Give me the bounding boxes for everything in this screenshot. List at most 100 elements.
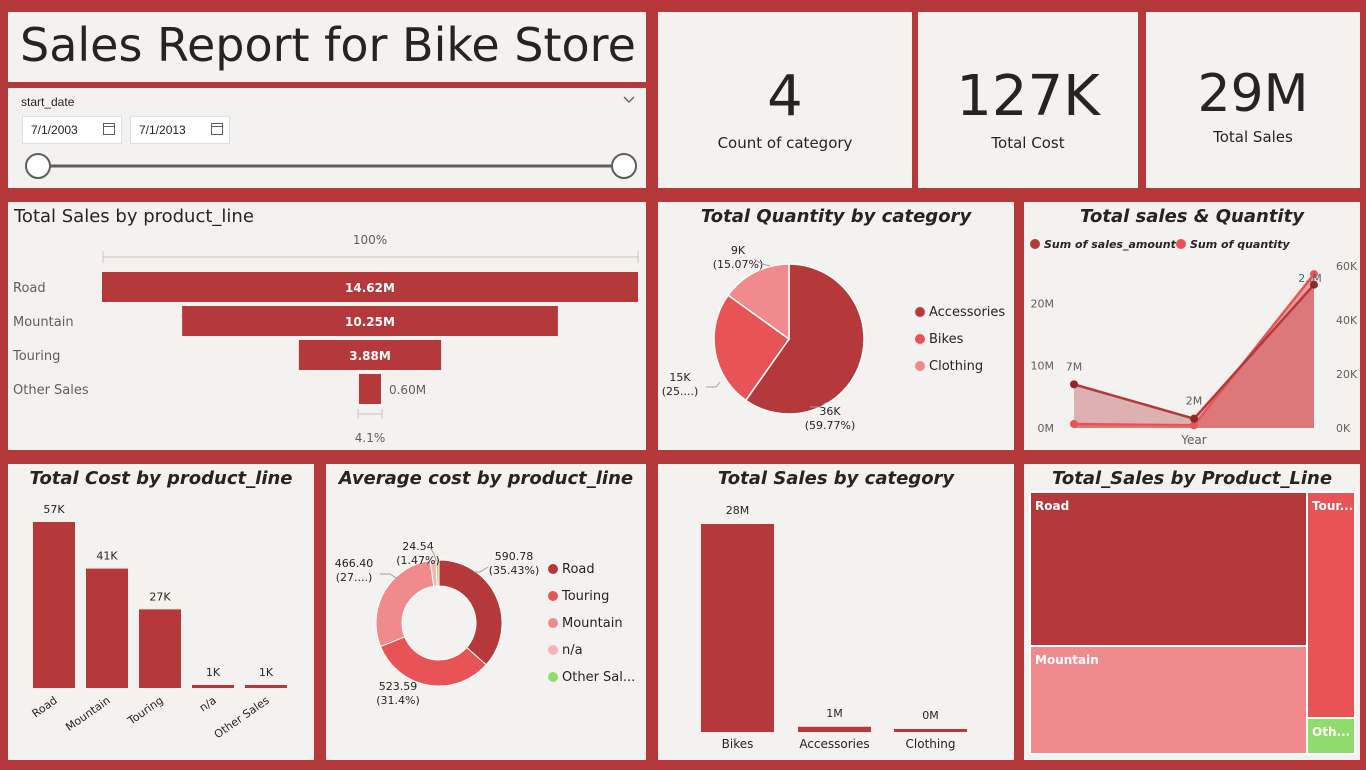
cost-bar-panel: Total Cost by product_line 57K Road 41K Mou… <box>8 464 314 760</box>
funnel-bar <box>359 374 381 404</box>
legend-item[interactable]: Mountain <box>548 616 623 631</box>
treemap-label: Road <box>1035 499 1069 513</box>
chevron-down-icon[interactable] <box>623 96 635 104</box>
treemap-label: Mountain <box>1035 653 1099 667</box>
funnel-category-label: Mountain <box>13 315 74 330</box>
legend-dot <box>915 334 925 344</box>
slider-handle-end <box>611 153 637 179</box>
donut-data-label: 466.40 (27....) <box>335 557 374 584</box>
chart-title: Total Sales by product_line <box>14 206 254 227</box>
pie-data-label: 9K (15.07%) <box>713 244 764 271</box>
cost-data-label: 1K <box>259 666 274 679</box>
funnel-bar <box>102 272 638 302</box>
funnel-category-label: Other Sales <box>13 383 89 398</box>
cost-category-label: Other Sales <box>212 694 272 742</box>
cost-category-label: Mountain <box>63 694 112 734</box>
funnel-bar <box>182 306 558 336</box>
legend-label: Mountain <box>562 616 623 631</box>
legend-item[interactable]: n/a <box>548 643 583 658</box>
kpi-total-sales: 29M Total Sales <box>1146 12 1360 188</box>
page-title: Sales Report for Bike Store <box>20 18 636 72</box>
end-date-input[interactable]: 7/1/2013 <box>130 116 230 144</box>
cost-data-label: 27K <box>149 590 171 603</box>
sales-point-label: 2..M <box>1298 272 1321 285</box>
treemap-label: Oth... <box>1312 725 1350 739</box>
legend-dot <box>548 591 558 601</box>
cost-data-label: 41K <box>96 550 118 563</box>
cost-category-label: n/a <box>197 694 219 715</box>
legend-item[interactable]: Other Sal... <box>548 670 635 685</box>
sales-area <box>1074 284 1314 428</box>
kpi-value: 4 <box>767 64 803 129</box>
funnel-data-label: 14.62M <box>345 281 395 295</box>
y-right-tick: 0K <box>1336 422 1351 435</box>
legend-label: n/a <box>562 643 583 658</box>
legend-dot <box>548 618 558 628</box>
category-data-label: 28M <box>726 504 750 517</box>
legend-item[interactable]: Road <box>548 562 595 577</box>
funnel-bar <box>298 340 442 370</box>
cost-bar <box>139 609 181 688</box>
pie-data-label: 15K (25....) <box>662 371 699 398</box>
donut-slice <box>435 559 440 587</box>
legend-item[interactable]: Bikes <box>915 332 963 347</box>
category-bar <box>701 524 774 732</box>
category-bar <box>894 729 967 732</box>
chart-title: Total Cost by product_line <box>29 468 293 489</box>
treemap-tile <box>1306 491 1356 719</box>
title-panel: Sales Report for Bike Store <box>8 12 646 82</box>
chart-title: Total_Sales by Product_Line <box>1051 468 1333 489</box>
cost-bar <box>86 568 128 688</box>
chart-title: Total Quantity by category <box>700 206 972 227</box>
slider-handle-start <box>25 153 51 179</box>
donut-leader-line <box>429 546 437 562</box>
sales-qty-panel: Total sales & Quantity Sum of sales_amou… <box>1024 202 1360 450</box>
legend-dot <box>1176 239 1186 249</box>
treemap-tile <box>1306 717 1356 755</box>
legend-dot <box>1030 239 1040 249</box>
start-date-input[interactable]: 7/1/2003 <box>22 116 122 144</box>
treemap-chart: Road Mountain Tour... Oth... <box>1029 491 1356 755</box>
treemap-tile <box>1029 645 1308 755</box>
quantity-point <box>1310 270 1318 279</box>
legend-label: Touring <box>562 589 610 604</box>
sales-quantity-chart: 7M 2M 2..M 0M 10M 20M 0K 20K 40K 60K Year <box>1031 260 1358 447</box>
legend-dot <box>548 564 558 574</box>
sales-cat-panel: Total Sales by category 28M Bikes 1M Access… <box>658 464 1014 760</box>
legend-item[interactable]: Clothing <box>915 359 983 374</box>
pie-slice <box>744 263 865 415</box>
date-slicer[interactable]: start_date 7/1/2003 7/1/2013 <box>8 88 646 188</box>
sales-point-label: 7M <box>1066 360 1083 373</box>
calendar-icon[interactable] <box>103 123 115 135</box>
funnel-panel: Total Sales by product_line 100% Road 14.6… <box>8 202 646 450</box>
funnel-category-label: Road <box>13 281 46 296</box>
legend-item-sales[interactable]: Sum of sales_amount <box>1030 238 1176 251</box>
category-data-label: 1M <box>826 707 843 720</box>
legend-label: Road <box>562 562 595 577</box>
kpi-label: Total Cost <box>991 134 1065 152</box>
legend-label: Sum of sales_amount <box>1044 238 1176 251</box>
category-axis-label: Bikes <box>722 737 754 751</box>
quantity-point <box>1070 419 1078 428</box>
avg-donut-panel: Average cost by product_line 590.78 (35.4… <box>326 464 646 760</box>
end-date-value: 7/1/2013 <box>139 123 186 137</box>
legend-item[interactable]: Accessories <box>915 305 1005 320</box>
legend-label: Clothing <box>929 359 984 374</box>
y-right-tick: 60K <box>1336 260 1358 273</box>
cost-category-label: Touring <box>125 694 166 728</box>
kpi-label: Count of category <box>717 134 853 152</box>
treemap-panel: Total_Sales by Product_Line Road Mountain… <box>1024 464 1360 760</box>
donut-leader-line <box>474 566 489 573</box>
legend-item[interactable]: Touring <box>548 589 609 604</box>
legend-label: Sum of quantity <box>1190 238 1290 251</box>
avg-cost-donut-chart: 590.78 (35.43%) 523.59 (31.4%) 466.40 (27....… <box>335 540 540 707</box>
legend-dot <box>915 361 925 371</box>
sales-point <box>1310 280 1318 289</box>
y-left-tick: 20M <box>1031 297 1055 310</box>
date-range-slider[interactable] <box>8 88 646 188</box>
quantity-pie-chart: 36K (59.77%) 15K (25....) 9K (15.07%) <box>662 244 865 432</box>
funnel-bottom-label: 4.1% <box>355 431 386 445</box>
legend-item-quantity[interactable]: Sum of quantity <box>1176 238 1290 251</box>
calendar-icon[interactable] <box>211 123 223 135</box>
kpi-count-category: 4 Count of category <box>658 12 912 188</box>
